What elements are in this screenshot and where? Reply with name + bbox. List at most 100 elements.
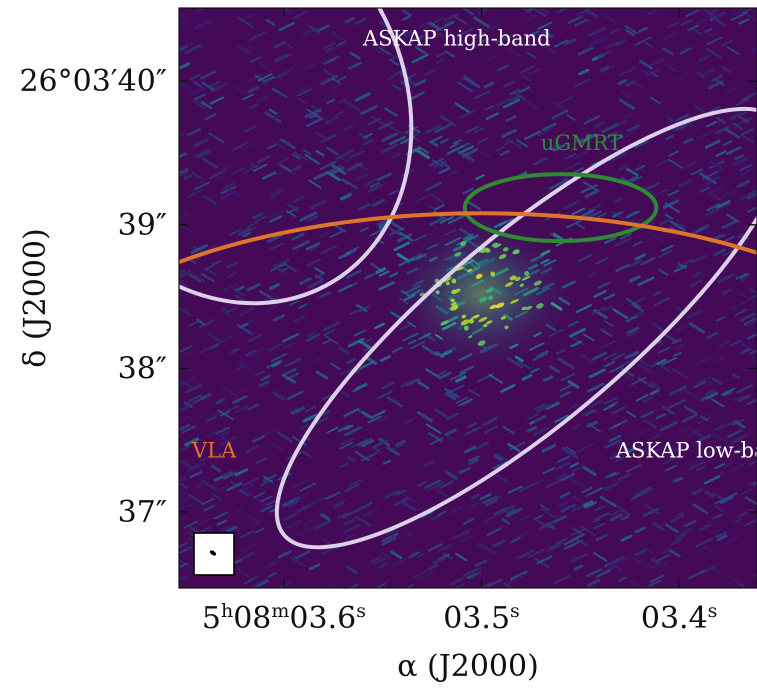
noise-streak <box>584 489 599 498</box>
noise-streak <box>336 40 347 47</box>
noise-streak <box>186 86 206 98</box>
noise-streak <box>628 275 641 283</box>
noise-streak <box>608 152 627 163</box>
noise-streak <box>747 481 757 490</box>
noise-streak <box>307 279 323 289</box>
noise-streak <box>576 304 592 313</box>
noise-streak <box>728 464 744 473</box>
noise-streak <box>199 452 217 462</box>
noise-streak <box>205 429 220 438</box>
noise-streak <box>603 482 619 491</box>
noise-streak <box>329 230 343 239</box>
noise-streak <box>242 93 254 101</box>
noise-streak <box>721 66 732 74</box>
noise-streak <box>285 209 297 218</box>
noise-streak <box>521 373 533 381</box>
source-speckle <box>475 273 483 279</box>
noise-streak <box>627 217 637 224</box>
noise-streak <box>376 390 393 400</box>
noise-streak <box>315 370 329 380</box>
noise-streak <box>514 355 524 363</box>
noise-streak <box>749 288 757 295</box>
noise-streak <box>414 234 428 242</box>
noise-streak <box>267 572 277 578</box>
source-speckle <box>533 280 542 286</box>
noise-streak <box>203 504 216 512</box>
noise-streak <box>663 199 680 209</box>
noise-streak <box>204 113 217 121</box>
noise-streak <box>580 184 598 194</box>
noise-streak <box>329 362 341 371</box>
noise-streak <box>404 284 421 295</box>
noise-streak <box>345 533 357 541</box>
noise-streak <box>179 491 190 499</box>
noise-streak <box>736 384 754 394</box>
noise-streak <box>477 542 496 555</box>
noise-streak <box>485 112 500 121</box>
noise-streak <box>254 527 265 534</box>
noise-streak <box>200 134 215 143</box>
noise-streak <box>651 433 663 440</box>
noise-streak <box>227 187 241 197</box>
noise-streak <box>179 152 188 159</box>
noise-streak <box>458 398 473 407</box>
noise-streak <box>411 289 421 296</box>
noise-streak <box>232 395 248 405</box>
noise-streak <box>326 583 336 588</box>
noise-streak <box>730 300 747 310</box>
ugmrt-region <box>462 172 659 244</box>
noise-streak <box>582 333 595 342</box>
noise-streak <box>518 549 535 559</box>
noise-streak <box>416 195 428 202</box>
noise-streak <box>260 495 272 503</box>
noise-streak <box>361 410 374 420</box>
noise-streak <box>262 473 277 483</box>
noise-streak <box>626 167 639 177</box>
noise-streak <box>706 36 723 46</box>
noise-streak <box>484 425 498 434</box>
source-speckle <box>505 281 514 287</box>
noise-streak <box>539 520 556 530</box>
noise-streak <box>384 489 401 499</box>
noise-streak <box>454 552 468 562</box>
noise-streak <box>733 394 745 402</box>
noise-streak <box>648 579 662 587</box>
noise-streak <box>400 378 417 388</box>
noise-streak <box>188 394 202 403</box>
noise-streak <box>429 140 439 147</box>
noise-streak <box>627 124 640 132</box>
noise-streak <box>665 523 680 534</box>
noise-streak <box>721 288 732 295</box>
noise-streak <box>226 482 243 491</box>
noise-streak <box>210 81 229 93</box>
noise-streak <box>548 541 563 551</box>
noise-streak <box>574 18 588 27</box>
noise-streak <box>345 565 358 574</box>
noise-streak <box>232 142 248 151</box>
noise-streak <box>297 97 306 104</box>
source-speckle <box>460 241 467 246</box>
noise-streak <box>403 293 416 302</box>
noise-streak <box>255 457 267 465</box>
noise-streak <box>449 252 466 263</box>
noise-streak <box>668 398 686 409</box>
noise-streak <box>739 312 756 322</box>
source-speckle <box>485 320 493 325</box>
noise-streak <box>522 269 540 279</box>
noise-streak <box>642 184 653 190</box>
noise-streak <box>566 219 583 229</box>
noise-streak <box>586 203 602 213</box>
source-speckle <box>521 306 527 311</box>
noise-streak <box>455 396 469 404</box>
noise-streak <box>209 169 226 180</box>
noise-streak <box>619 66 637 77</box>
noise-streak <box>473 127 485 134</box>
noise-streak <box>486 22 503 32</box>
source-speckle <box>461 314 467 319</box>
noise-streak <box>526 8 537 13</box>
noise-streak <box>554 414 569 423</box>
noise-streak <box>374 322 386 330</box>
noise-streak <box>338 346 349 355</box>
noise-streak <box>632 556 643 565</box>
noise-streak <box>188 273 202 283</box>
